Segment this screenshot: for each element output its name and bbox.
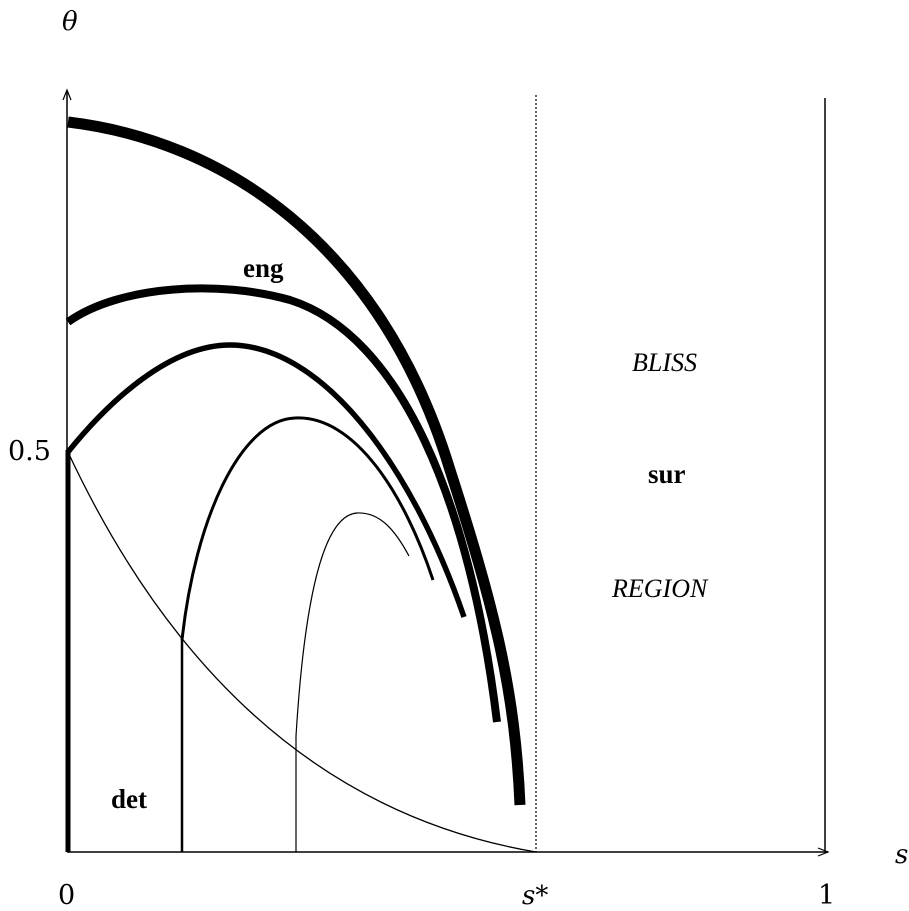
x-tick-s-star: s* xyxy=(522,881,548,911)
x-axis-arrowhead xyxy=(817,847,830,857)
sur-label: sur xyxy=(648,459,686,489)
curve-2 xyxy=(65,284,501,723)
x-tick-1: 1 xyxy=(818,880,835,911)
y-axis-arrowhead xyxy=(62,88,72,101)
x-axis-label: s xyxy=(895,840,908,870)
curve-outer xyxy=(67,116,526,806)
region-label: REGION xyxy=(611,574,709,603)
curve-5 xyxy=(295,512,410,737)
threshold-curve xyxy=(66,449,537,853)
eng-label: eng xyxy=(243,253,284,283)
y-tick-half: 0.5 xyxy=(8,436,51,467)
det-label: det xyxy=(111,784,147,814)
curve-3 xyxy=(65,342,467,618)
bliss-label: BLISS xyxy=(632,348,697,377)
x-tick-0: 0 xyxy=(58,880,75,911)
y-axis-label: θ xyxy=(62,7,78,37)
curve-4 xyxy=(180,416,435,641)
